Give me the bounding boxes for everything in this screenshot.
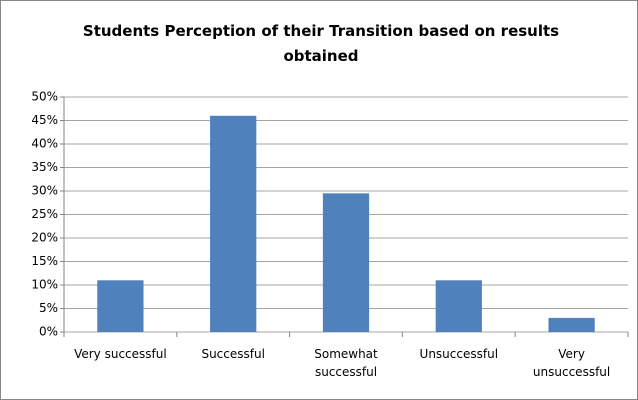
y-tick-label: 25% (31, 207, 58, 221)
x-tick-label: Very unsuccessful (532, 347, 611, 379)
x-tick-label: Somewhat successful (314, 347, 378, 379)
y-tick-label: 45% (31, 113, 58, 127)
chart-title: Students Perception of their Transition … (82, 22, 560, 65)
x-tick-label: Very successful (74, 347, 167, 361)
y-tick-label: 50% (31, 90, 58, 104)
bar (97, 280, 144, 332)
y-tick-label: 0% (39, 325, 58, 339)
y-tick-label: 5% (39, 301, 58, 315)
y-tick-label: 30% (31, 184, 58, 198)
y-tick-label: 10% (31, 278, 58, 292)
y-tick-label: 35% (31, 160, 58, 174)
y-tick-label: 15% (31, 254, 58, 268)
bar (435, 280, 482, 332)
bar (322, 193, 370, 332)
x-tick-label: Successful (201, 347, 265, 361)
x-tick-label: Unsuccessful (419, 347, 499, 361)
bar (210, 115, 257, 332)
bar (548, 317, 595, 332)
y-tick-label: 40% (31, 137, 58, 151)
y-tick-label: 20% (31, 231, 58, 245)
